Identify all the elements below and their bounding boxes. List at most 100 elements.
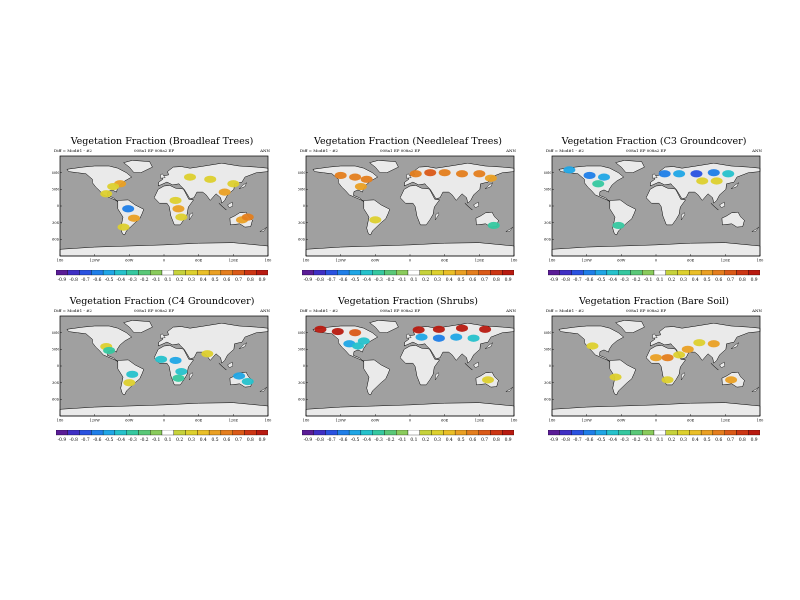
lat-tick-label: 60N [298,331,305,335]
colorbar-swatch [185,270,198,276]
panel-needleleaf-trees: Vegetation Fraction (Needleleaf Trees) D… [298,136,518,286]
colorbar-swatch [724,270,737,276]
data-cell [650,354,662,362]
data-cell [598,173,610,181]
colorbar: -0.9 -0.8 -0.7 -0.6 -0.5 -0.4 -0.3 -0.2 -0.1 0.1 0… [548,430,760,442]
panel-subtitle-mid: 008a1 EP 008a2 EP [626,148,667,153]
lat-tick-label: 60S [52,238,59,242]
colorbar-swatch [348,270,362,276]
panel-subtitle-right: ANN [260,148,270,153]
colorbar-label: 0.3 [188,438,195,442]
colorbar-swatch [256,430,268,436]
colorbar-swatch [138,270,151,276]
land [399,185,440,226]
land [312,165,379,202]
lon-tick-label: 0 [409,419,411,423]
colorbar-swatch [700,270,714,276]
lat-tick-label: 0 [303,364,305,368]
lon-tick-label: 120W [90,419,101,423]
colorbar-label: 0.9 [751,278,758,282]
colorbar-label: 0.8 [493,278,500,282]
land [363,359,391,396]
colorbar-swatch [630,270,643,276]
colorbar-label: 0.2 [176,438,183,442]
panel-subtitle-left: Diff = Mod#1 - #2 [546,148,584,153]
colorbar-label: -0.2 [386,278,395,282]
lat-tick-label: 30S [298,221,305,225]
colorbar-label: 0.8 [493,438,500,442]
map-plot: 60N 30N 0 30S 60S 180 120W 60W 0 60E 120E 180 [298,315,517,423]
colorbar-label: -0.5 [351,278,360,282]
colorbar-swatch [478,270,491,276]
data-cell [707,340,720,348]
data-cell [169,196,182,205]
colorbar-swatch [490,430,503,436]
land [399,345,440,386]
lon-tick-label: 60W [125,259,133,263]
colorbar-swatch [677,270,690,276]
data-cell [609,373,622,381]
colorbar-label: -0.8 [561,438,570,442]
colorbar-swatch [348,430,362,436]
lat-tick-label: 30S [298,381,305,385]
lon-tick-label: 180 [303,259,310,263]
data-cell [175,213,188,221]
colorbar-label: -0.1 [152,278,161,282]
panel-subtitle-right: ANN [260,308,270,313]
colorbar-swatch [126,270,139,276]
lon-tick-label: 60W [371,419,379,423]
data-cell [184,173,196,181]
colorbar-label: -0.4 [117,438,126,442]
colorbar-label: -0.2 [140,438,149,442]
colorbar-swatch [337,270,350,276]
data-cell [707,169,720,177]
colorbar-label: 0.4 [200,278,207,282]
data-cell [583,171,596,180]
colorbar-label: -0.9 [550,278,559,282]
colorbar-swatch [208,270,222,276]
colorbar-swatch [244,270,257,276]
colorbar-swatch [478,430,491,436]
colorbar-swatch [407,430,420,436]
colorbar-label: 0.7 [481,278,488,282]
lat-tick-label: 30N [52,348,59,352]
lat-tick-label: 0 [57,204,59,208]
data-cell [592,180,605,188]
data-cell [352,342,364,350]
colorbar-swatch [548,270,560,276]
colorbar-label: 0.3 [680,438,687,442]
lon-tick-label: 0 [409,259,411,263]
colorbar-swatch [313,270,326,276]
colorbar-label: -0.9 [304,438,313,442]
colorbar-swatch [630,430,643,436]
lat-tick-label: 30N [544,188,551,192]
colorbar-label: 0.2 [422,438,429,442]
island [189,212,194,221]
island [719,361,726,368]
map-plot: 60N 30N 0 30S 60S 180 120W 60W 0 60E 120E 180 [544,155,763,263]
land [369,160,399,173]
island [751,226,759,232]
colorbar-label: -0.3 [620,278,629,282]
data-cell [456,170,468,178]
colorbar-swatch [150,430,163,436]
colorbar-label: -0.4 [609,438,618,442]
lat-tick-label: 60N [52,331,59,335]
data-cell [107,182,120,191]
colorbar-swatch [173,430,186,436]
island [719,201,726,208]
lon-tick-label: 120E [475,419,485,423]
lon-tick-label: 120W [582,259,593,263]
colorbar-swatch [232,430,245,436]
lon-tick-label: 60W [617,259,625,263]
colorbar-label: 0.9 [505,278,512,282]
panel-title: Vegetation Fraction (Shrubs) [338,296,478,307]
colorbar-label: 0.7 [727,278,734,282]
colorbar-label: -0.3 [374,278,383,282]
data-cell [155,355,168,363]
colorbar-swatch [548,430,560,436]
lon-tick-label: 60E [687,259,694,263]
colorbar-label: 0.5 [458,278,465,282]
colorbar-label: 0.7 [481,438,488,442]
island [710,363,719,371]
